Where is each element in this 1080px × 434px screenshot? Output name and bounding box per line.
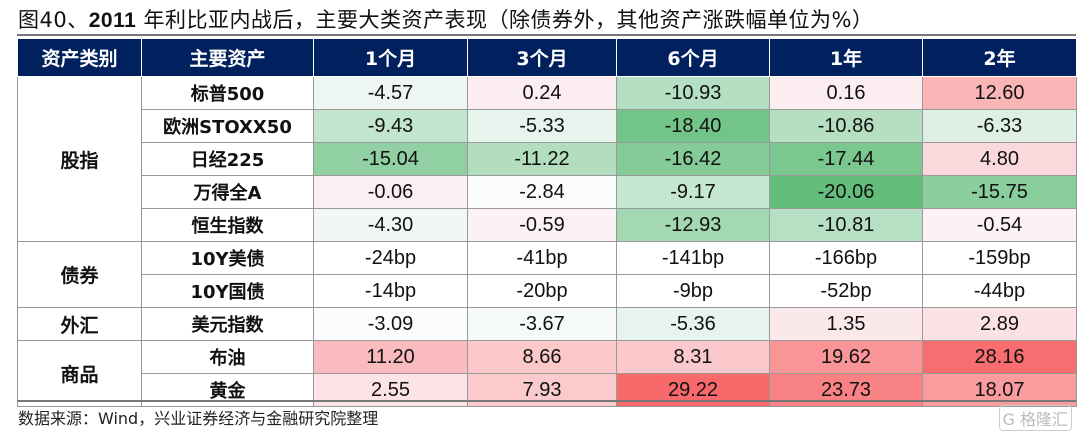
value-cell: -141bp bbox=[616, 241, 770, 275]
column-header: 1年 bbox=[769, 38, 923, 77]
value-cell: -20bp bbox=[467, 274, 617, 308]
value-cell: 28.16 bbox=[922, 340, 1077, 374]
value-cell: -4.30 bbox=[313, 208, 468, 242]
value-cell: -14bp bbox=[313, 274, 468, 308]
value-cell: -15.04 bbox=[313, 142, 468, 176]
value-cell: -41bp bbox=[467, 241, 617, 275]
table-row: 恒生指数 -4.30 -0.59 -12.93 -10.81 -0.54 bbox=[18, 208, 1077, 242]
asset-performance-table: 资产类别 主要资产 1个月 3个月 6个月 1年 2年 股指 标普500 -4.57 0.24 -1… bbox=[17, 38, 1077, 407]
asset-name-cell: 10Y美债 bbox=[141, 241, 314, 275]
value-cell: 8.31 bbox=[616, 340, 770, 374]
asset-name-cell: 美元指数 bbox=[141, 307, 314, 341]
value-cell: -10.86 bbox=[769, 109, 923, 143]
asset-name-cell: 万得全A bbox=[141, 175, 314, 209]
value-cell: -2.84 bbox=[467, 175, 617, 209]
value-cell: -10.81 bbox=[769, 208, 923, 242]
bottom-rule bbox=[17, 400, 1076, 402]
value-cell: -159bp bbox=[922, 241, 1077, 275]
category-cell: 外汇 bbox=[17, 307, 142, 341]
category-cell: 股指 bbox=[17, 76, 142, 242]
column-header: 2年 bbox=[922, 38, 1077, 77]
value-cell: -3.09 bbox=[313, 307, 468, 341]
value-cell: -15.75 bbox=[922, 175, 1077, 209]
figure-title: 图40、2011 年利比亚内战后，主要大类资产表现（除债券外，其他资产涨跌幅单位… bbox=[18, 8, 874, 32]
value-cell: 11.20 bbox=[313, 340, 468, 374]
value-cell: -5.36 bbox=[616, 307, 770, 341]
header-row: 资产类别 主要资产 1个月 3个月 6个月 1年 2年 bbox=[17, 38, 1077, 77]
table-row: 日经225 -15.04 -11.22 -16.42 -17.44 4.80 bbox=[18, 142, 1077, 176]
value-cell: -5.33 bbox=[467, 109, 617, 143]
column-header: 主要资产 bbox=[141, 38, 314, 77]
value-cell: -166bp bbox=[769, 241, 923, 275]
value-cell: -0.54 bbox=[922, 208, 1077, 242]
table-row: 股指 标普500 -4.57 0.24 -10.93 0.16 12.60 bbox=[17, 76, 1077, 242]
value-cell: -9.43 bbox=[313, 109, 468, 143]
value-cell: 12.60 bbox=[922, 76, 1077, 110]
value-cell: 2.89 bbox=[922, 307, 1077, 341]
column-header: 3个月 bbox=[467, 38, 617, 77]
value-cell: -17.44 bbox=[769, 142, 923, 176]
asset-name-cell: 欧洲STOXX50 bbox=[141, 109, 314, 143]
table-row: 债券 10Y美债 -24bp -41bp -141bp -166bp -159bp bbox=[17, 241, 1077, 308]
asset-name-cell: 标普500 bbox=[141, 76, 314, 110]
table-row: 外汇 美元指数 -3.09 -3.67 -5.36 1.35 2.89 bbox=[17, 307, 1077, 341]
value-cell: -6.33 bbox=[922, 109, 1077, 143]
value-cell: -3.67 bbox=[467, 307, 617, 341]
value-cell: -4.57 bbox=[313, 76, 468, 110]
value-cell: 0.24 bbox=[467, 76, 617, 110]
value-cell: 4.80 bbox=[922, 142, 1077, 176]
source-note: 数据来源：Wind，兴业证券经济与金融研究院整理 bbox=[18, 409, 379, 428]
value-cell: -52bp bbox=[769, 274, 923, 308]
value-cell: -18.40 bbox=[616, 109, 770, 143]
column-header: 资产类别 bbox=[17, 38, 142, 77]
top-rule bbox=[17, 34, 1076, 36]
value-cell: -11.22 bbox=[467, 142, 617, 176]
value-cell: -0.06 bbox=[313, 175, 468, 209]
asset-name-cell: 恒生指数 bbox=[141, 208, 314, 242]
value-cell: -9.17 bbox=[616, 175, 770, 209]
value-cell: -20.06 bbox=[769, 175, 923, 209]
value-cell: -9bp bbox=[616, 274, 770, 308]
table-row: 欧洲STOXX50 -9.43 -5.33 -18.40 -10.86 -6.33 bbox=[18, 109, 1077, 143]
asset-name-cell: 10Y国债 bbox=[141, 274, 314, 308]
value-cell: -10.93 bbox=[616, 76, 770, 110]
table-row: 万得全A -0.06 -2.84 -9.17 -20.06 -15.75 bbox=[18, 175, 1077, 209]
category-cell: 商品 bbox=[17, 340, 142, 407]
value-cell: -12.93 bbox=[616, 208, 770, 242]
value-cell: -24bp bbox=[313, 241, 468, 275]
asset-name-cell: 布油 bbox=[141, 340, 314, 374]
column-header: 6个月 bbox=[616, 38, 770, 77]
value-cell: -44bp bbox=[922, 274, 1077, 308]
value-cell: 8.66 bbox=[467, 340, 617, 374]
column-header: 1个月 bbox=[313, 38, 468, 77]
watermark-logo: G 格隆汇 bbox=[998, 405, 1072, 431]
asset-name-cell: 日经225 bbox=[141, 142, 314, 176]
category-cell: 债券 bbox=[17, 241, 142, 308]
table-row: 10Y国债 -14bp -20bp -9bp -52bp -44bp bbox=[18, 274, 1077, 308]
value-cell: 19.62 bbox=[769, 340, 923, 374]
value-cell: 1.35 bbox=[769, 307, 923, 341]
value-cell: -16.42 bbox=[616, 142, 770, 176]
table-row: 商品 布油 11.20 8.66 8.31 19.62 28.16 bbox=[17, 340, 1077, 407]
value-cell: 0.16 bbox=[769, 76, 923, 110]
value-cell: -0.59 bbox=[467, 208, 617, 242]
